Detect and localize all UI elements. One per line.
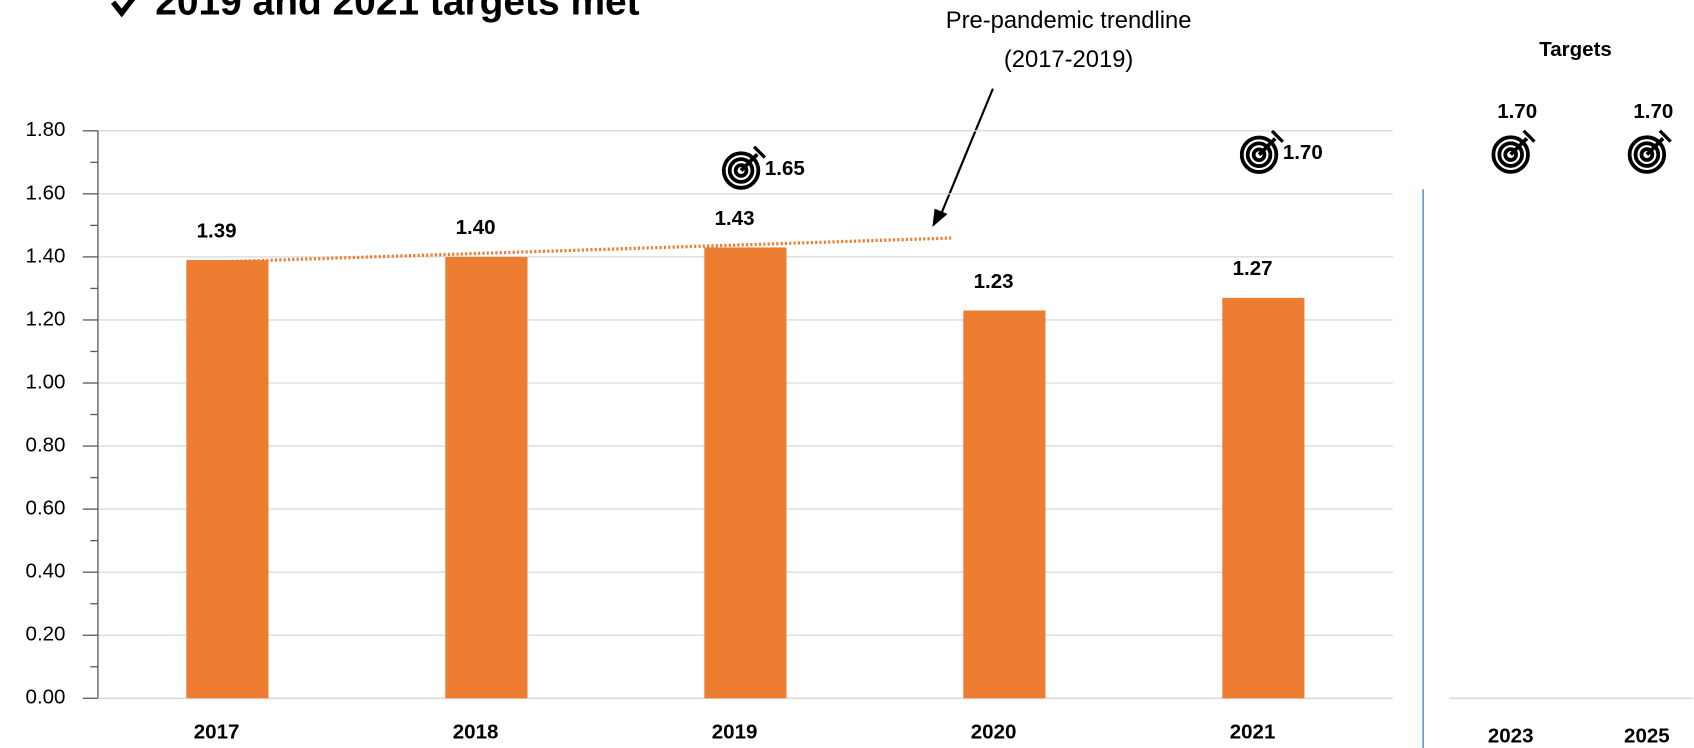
targets-title: Targets (1539, 38, 1612, 61)
bar (704, 247, 787, 699)
data-label: 1.43 (715, 207, 755, 230)
target-ring (721, 151, 761, 190)
target-ring (1251, 147, 1267, 163)
y-tick-label: 1.40 (26, 244, 66, 267)
y-tick-label: 0.00 (26, 686, 66, 709)
x-tick-label: 2018 (453, 720, 499, 743)
data-label: 1.23 (974, 270, 1014, 293)
target-fletch (1270, 129, 1284, 143)
target-ring (733, 163, 749, 178)
data-label: 1.39 (197, 219, 237, 242)
y-tick-label: 1.60 (26, 181, 66, 204)
y-tick-label: 0.60 (26, 497, 66, 520)
y-tick-label: 1.20 (26, 307, 66, 330)
annotation: Pre-pandemic trendline (946, 7, 1192, 34)
target-ring (1503, 147, 1518, 162)
target-label: 1.70 (1283, 141, 1323, 164)
target-icon (1627, 129, 1672, 174)
y-tick-label: 1.00 (26, 370, 66, 393)
target-ring (1491, 135, 1530, 174)
trendline (227, 236, 953, 264)
x-tick-label: 2017 (194, 720, 240, 743)
x-tick-label: 2021 (1230, 720, 1276, 743)
target-ring (1627, 135, 1667, 174)
target-icon (1491, 129, 1536, 174)
y-tick-label: 0.20 (26, 623, 66, 646)
bar (963, 310, 1046, 699)
x-tick-label: 2020 (971, 720, 1017, 743)
target-icon (721, 145, 766, 190)
target-fletch (1658, 129, 1672, 143)
y-tick-label: 1.80 (26, 118, 66, 141)
y-tick-label: 0.40 (26, 560, 66, 583)
x-tick-label: 2023 (1488, 725, 1534, 748)
annotation-arrow (937, 88, 994, 220)
target-ring (1633, 141, 1661, 168)
target-arrow (1257, 137, 1277, 157)
data-label: 1.40 (456, 216, 496, 239)
y-tick-label: 0.80 (26, 433, 66, 456)
target-arrow (1509, 137, 1529, 156)
bar (445, 256, 528, 699)
check-icon (110, 0, 136, 18)
annotation: (2017-2019) (1004, 46, 1133, 73)
x-tick-label: 2025 (1624, 725, 1670, 748)
data-label: 1.27 (1233, 257, 1273, 280)
target-label: 1.70 (1633, 100, 1673, 123)
bar (186, 260, 269, 699)
target-icon (1239, 129, 1284, 174)
target-label: 1.65 (765, 157, 805, 180)
target-ring (1245, 141, 1273, 168)
target-fletch (752, 145, 766, 159)
target-label: 1.70 (1497, 100, 1537, 123)
arrow-head (932, 208, 948, 227)
target-fletch (1522, 129, 1536, 143)
target-arrow (1645, 137, 1665, 156)
target-ring (1239, 135, 1279, 174)
bar (1222, 297, 1305, 699)
chart-title: 2019 and 2021 targets met (155, 0, 639, 24)
target-arrow (739, 152, 759, 172)
target-ring (1639, 147, 1655, 162)
target-ring (1497, 141, 1524, 168)
x-tick-label: 2019 (712, 720, 758, 743)
target-ring (727, 157, 755, 184)
